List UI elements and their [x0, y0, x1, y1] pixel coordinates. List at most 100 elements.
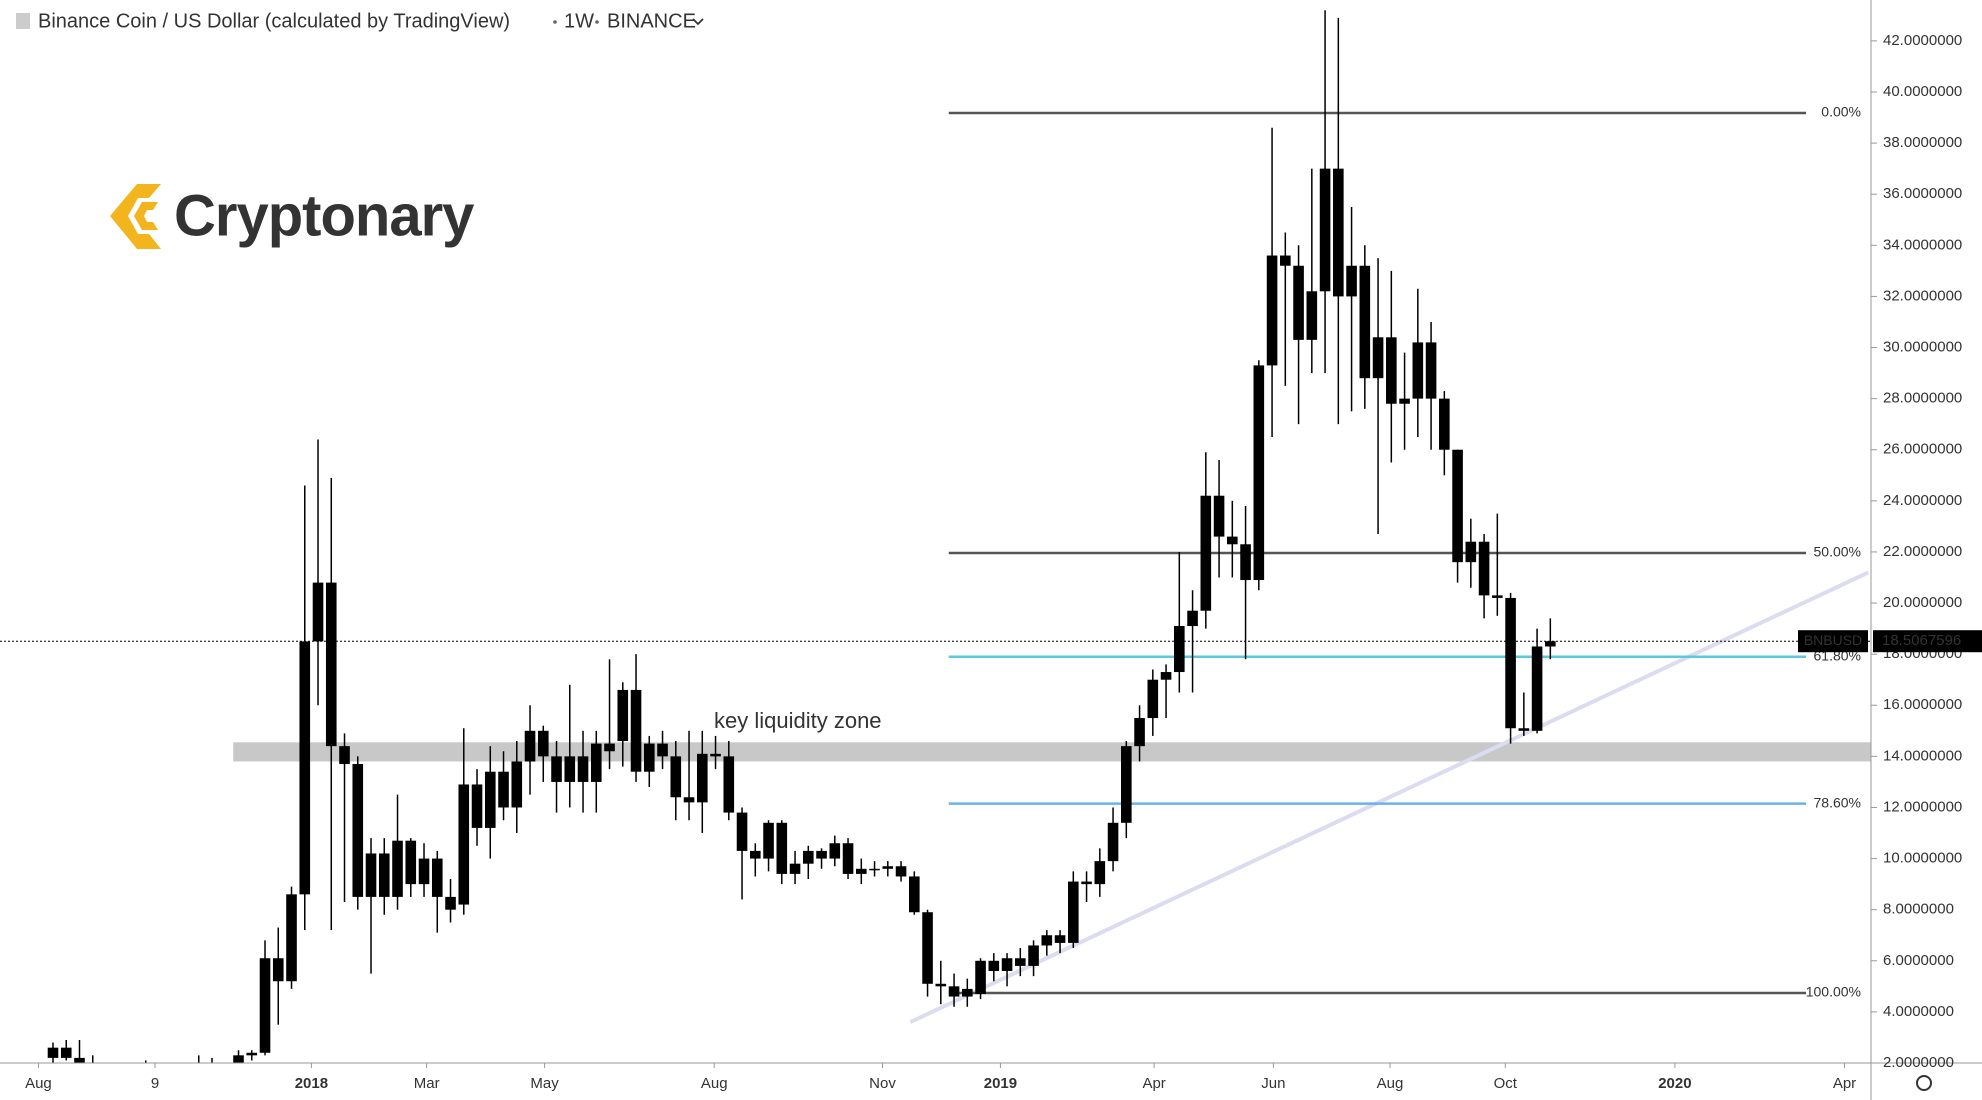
candle-body: [1174, 626, 1185, 673]
candle-body: [1187, 610, 1198, 627]
y-tick-label: 10.0000000: [1883, 850, 1962, 867]
candle-body: [869, 868, 880, 871]
x-tick-label: Apr: [1142, 1075, 1165, 1092]
candle-body: [1121, 746, 1132, 823]
y-tick-label: 38.0000000: [1883, 134, 1962, 151]
candle-body: [670, 756, 682, 798]
candle-body: [736, 812, 748, 851]
header-exchange: BINANCE: [607, 10, 696, 32]
candle-body: [1399, 398, 1410, 404]
y-tick-label: 26.0000000: [1883, 441, 1962, 458]
trendline: [909, 570, 1870, 1024]
candle-body: [1505, 597, 1516, 729]
candle-body: [339, 746, 350, 765]
logo-icon: [110, 184, 161, 249]
dropdown-caret[interactable]: [692, 18, 704, 26]
candle-body: [233, 1055, 244, 1063]
candle-body: [471, 784, 483, 828]
x-tick-label: Jun: [1261, 1075, 1285, 1092]
price-box: [1873, 630, 1982, 653]
candle-body: [895, 866, 907, 877]
candle-body: [1478, 541, 1490, 596]
candle-body: [802, 850, 814, 864]
candle-body: [1054, 935, 1066, 943]
y-tick-label: 8.0000000: [1883, 901, 1954, 918]
candle-body: [405, 840, 417, 885]
zone-label: key liquidity zone: [714, 708, 882, 733]
settings-icon[interactable]: [1916, 1075, 1932, 1091]
x-tick-label: 2018: [295, 1075, 328, 1092]
logo: Cryptonary: [110, 183, 475, 249]
fib-label: 50.00%: [1814, 544, 1861, 560]
candle-body: [246, 1052, 258, 1056]
candle-body: [696, 753, 708, 803]
candle-body: [935, 983, 947, 987]
header-title: Binance Coin / US Dollar (calculated by …: [38, 10, 510, 32]
candle-body: [458, 784, 470, 905]
candle-body: [855, 868, 867, 874]
candle-body: [842, 843, 854, 874]
y-tick-label: 14.0000000: [1883, 747, 1962, 764]
candle-body: [975, 960, 986, 995]
candle-body: [962, 988, 973, 997]
candle-body: [1266, 255, 1278, 366]
candle-body: [60, 1047, 72, 1058]
candle-body: [365, 853, 377, 897]
x-tick-label: 2019: [984, 1075, 1017, 1092]
candle-body: [392, 840, 403, 897]
x-tick-label: Oct: [1494, 1075, 1518, 1092]
candle-body: [286, 894, 297, 982]
candle-body: [1319, 168, 1331, 292]
candle-body: [431, 858, 443, 897]
candle-body: [299, 641, 311, 895]
fib-label: 100.00%: [1806, 984, 1861, 1000]
gear[interactable]: [1916, 1075, 1932, 1091]
candle-body: [763, 822, 774, 859]
candle-body: [1094, 861, 1106, 885]
price-label: 18.5067596: [1882, 632, 1961, 649]
candle-body: [710, 753, 721, 757]
symbol-box: [1798, 630, 1868, 653]
candle-body: [1240, 544, 1251, 581]
candle-body: [1028, 945, 1039, 966]
candle-body: [643, 743, 655, 772]
logo-icon-inner: [134, 202, 158, 230]
candle-body: [829, 843, 841, 859]
candle-body: [1001, 958, 1013, 972]
candle-body: [537, 730, 549, 757]
candle-body: [1359, 265, 1371, 379]
candle-body: [789, 863, 801, 874]
candle-body: [47, 1047, 59, 1058]
y-tick-label: 24.0000000: [1883, 492, 1962, 509]
x-tick-label: Aug: [1377, 1075, 1404, 1092]
y-tick-label: 30.0000000: [1883, 338, 1962, 355]
candle-body: [1213, 495, 1225, 537]
x-tick-label: Aug: [701, 1075, 728, 1092]
logo-text: Cryptonary: [174, 183, 474, 248]
y-tick-label: 42.0000000: [1883, 32, 1962, 49]
plot-area: [47, 10, 1871, 1063]
candle-body: [948, 986, 960, 997]
candle-body: [484, 771, 496, 828]
candle-body: [617, 689, 629, 742]
candle-body: [683, 797, 695, 803]
candle-body: [564, 756, 576, 782]
separator: [553, 20, 557, 24]
candle-body: [524, 730, 536, 762]
symbol-icon: [16, 13, 30, 29]
candle-body: [498, 771, 509, 808]
candle-body: [1068, 881, 1079, 943]
x-tick-label: Aug: [25, 1075, 52, 1092]
candle-body: [1545, 641, 1556, 647]
candle-body: [1465, 541, 1477, 563]
candle-body: [1293, 265, 1304, 340]
liquidity-zone: [233, 742, 1871, 762]
candle-body: [988, 960, 1000, 972]
candle-body: [1134, 718, 1145, 747]
candle-body: [1439, 398, 1450, 450]
y-tick-label: 6.0000000: [1883, 952, 1954, 969]
candle-body: [1280, 255, 1291, 266]
separator: [595, 20, 599, 24]
candle-body: [1253, 365, 1265, 581]
